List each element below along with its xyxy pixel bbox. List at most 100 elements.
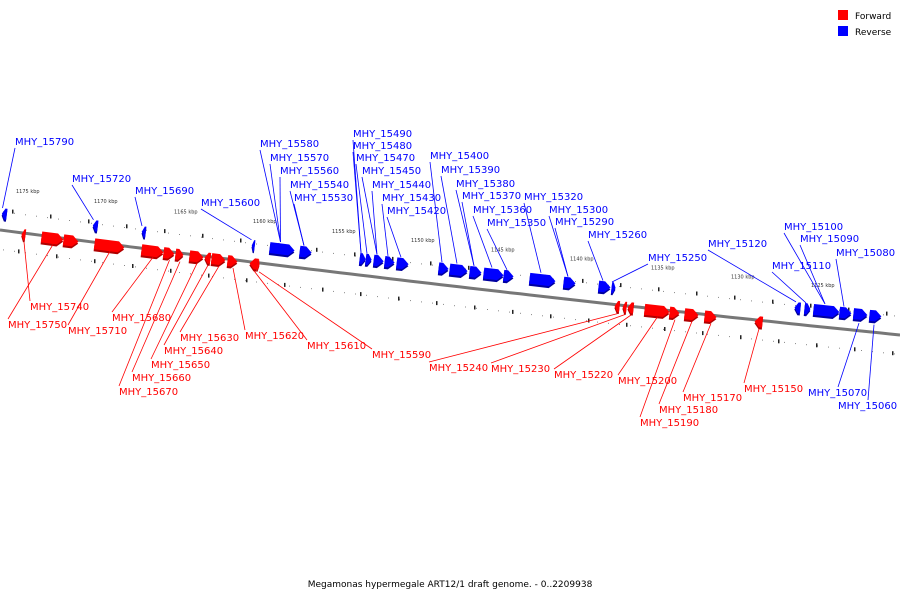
gene-rev-15[interactable] <box>502 269 514 284</box>
scale-dot <box>443 303 444 305</box>
gene-arrow <box>483 267 504 281</box>
gene-rev-10[interactable] <box>395 257 409 272</box>
scale-dot <box>619 286 620 287</box>
gene-fwd-12[interactable] <box>256 258 261 272</box>
major-tick <box>360 292 362 297</box>
gene-label: MHY_15580 <box>260 139 319 150</box>
gene-arrow <box>438 262 449 274</box>
gene-label: MHY_15660 <box>132 373 191 384</box>
gene-rev-21[interactable] <box>803 303 811 317</box>
gene-rev-6[interactable] <box>358 253 367 267</box>
gene-fwd-4[interactable] <box>140 244 164 260</box>
major-tick <box>12 209 14 214</box>
gene-fwd-16[interactable] <box>643 303 670 320</box>
gene-rev-14[interactable] <box>482 267 504 283</box>
leader-line <box>783 232 826 305</box>
gene-fwd-11[interactable] <box>249 258 259 272</box>
gene-rev-22[interactable] <box>812 303 840 320</box>
gene-rev-7[interactable] <box>364 253 372 268</box>
gene-arrow <box>62 234 79 247</box>
gene-fwd-8[interactable] <box>204 252 212 266</box>
gene-rev-19[interactable] <box>610 282 616 296</box>
gene-fwd-20[interactable] <box>754 316 764 330</box>
gene-fwd-0[interactable] <box>21 229 27 243</box>
major-tick <box>202 233 204 238</box>
gene-rev-18[interactable] <box>597 280 611 295</box>
gene-rev-23[interactable] <box>838 306 852 321</box>
leader-line <box>743 328 760 384</box>
gene-fwd-2[interactable] <box>62 234 80 249</box>
gene-arrow <box>1 208 8 220</box>
gene-rev-13[interactable] <box>468 265 482 280</box>
gene-rev-9[interactable] <box>383 256 395 270</box>
major-tick <box>354 252 356 257</box>
gene-fwd-13[interactable] <box>614 300 621 315</box>
gene-fwd-3[interactable] <box>93 238 125 255</box>
leader-line <box>279 176 281 243</box>
scale-dot <box>762 301 763 303</box>
gene-rev-12[interactable] <box>448 263 468 279</box>
gene-fwd-14[interactable] <box>622 301 628 315</box>
gene-fwd-7[interactable] <box>188 250 205 265</box>
leader-line <box>7 244 54 320</box>
major-tick <box>658 287 660 292</box>
gene-fwd-9[interactable] <box>210 253 226 268</box>
gene-arrow <box>469 265 482 278</box>
gene-label: MHY_15150 <box>744 384 803 395</box>
gene-rev-2[interactable] <box>141 226 147 240</box>
major-tick <box>588 318 590 323</box>
gene-rev-4[interactable] <box>268 242 295 258</box>
scale-dot <box>102 224 103 226</box>
scale-dot <box>861 350 862 351</box>
major-tick <box>430 261 432 266</box>
leader-line <box>455 189 475 266</box>
gene-rev-1[interactable] <box>92 220 99 234</box>
gene-rev-5[interactable] <box>298 245 312 260</box>
scale-dot <box>113 263 114 265</box>
gene-rev-3[interactable] <box>251 240 256 254</box>
major-tick <box>50 214 52 219</box>
gene-rev-20[interactable] <box>794 302 802 316</box>
gene-rev-16[interactable] <box>528 272 556 289</box>
scale-dot <box>740 299 741 301</box>
scale-dot <box>707 295 708 297</box>
gene-rev-0[interactable] <box>1 208 8 222</box>
scale-dot <box>69 220 70 221</box>
gene-rev-24[interactable] <box>852 308 868 322</box>
gene-fwd-15[interactable] <box>627 302 635 316</box>
gene-rev-11[interactable] <box>437 262 449 276</box>
gene-arrow <box>669 306 680 319</box>
leader-line <box>163 265 209 346</box>
leader-line <box>837 322 860 388</box>
gene-arrow <box>396 257 409 270</box>
gene-fwd-19[interactable] <box>703 310 717 325</box>
leader-line <box>429 161 443 263</box>
scale-dot <box>641 288 642 290</box>
scale-dot <box>839 347 840 349</box>
legend-forward-swatch <box>838 10 848 20</box>
major-tick <box>240 238 242 243</box>
scale-dot <box>641 326 642 328</box>
scale-tick-label: 1140 kbp <box>570 257 594 263</box>
gene-fwd-10[interactable] <box>226 255 239 269</box>
major-tick <box>170 268 172 273</box>
gene-fwd-18[interactable] <box>683 308 699 323</box>
leader-line <box>232 268 246 331</box>
scale-dot <box>520 312 521 314</box>
gene-label: MHY_15400 <box>430 151 489 162</box>
gene-rev-25[interactable] <box>868 309 882 324</box>
scale-dot <box>366 294 367 296</box>
gene-label: MHY_15260 <box>588 230 647 241</box>
gene-fwd-5[interactable] <box>162 247 176 261</box>
scale-dot <box>190 273 191 275</box>
gene-rev-8[interactable] <box>372 254 384 269</box>
leader-line <box>118 259 170 387</box>
gene-fwd-6[interactable] <box>174 248 185 263</box>
major-tick <box>208 273 210 278</box>
major-tick <box>284 282 286 287</box>
gene-fwd-17[interactable] <box>668 306 680 321</box>
gene-arrow <box>627 302 635 314</box>
gene-rev-17[interactable] <box>562 276 576 291</box>
major-tick <box>474 305 476 310</box>
gene-fwd-1[interactable] <box>40 231 64 247</box>
